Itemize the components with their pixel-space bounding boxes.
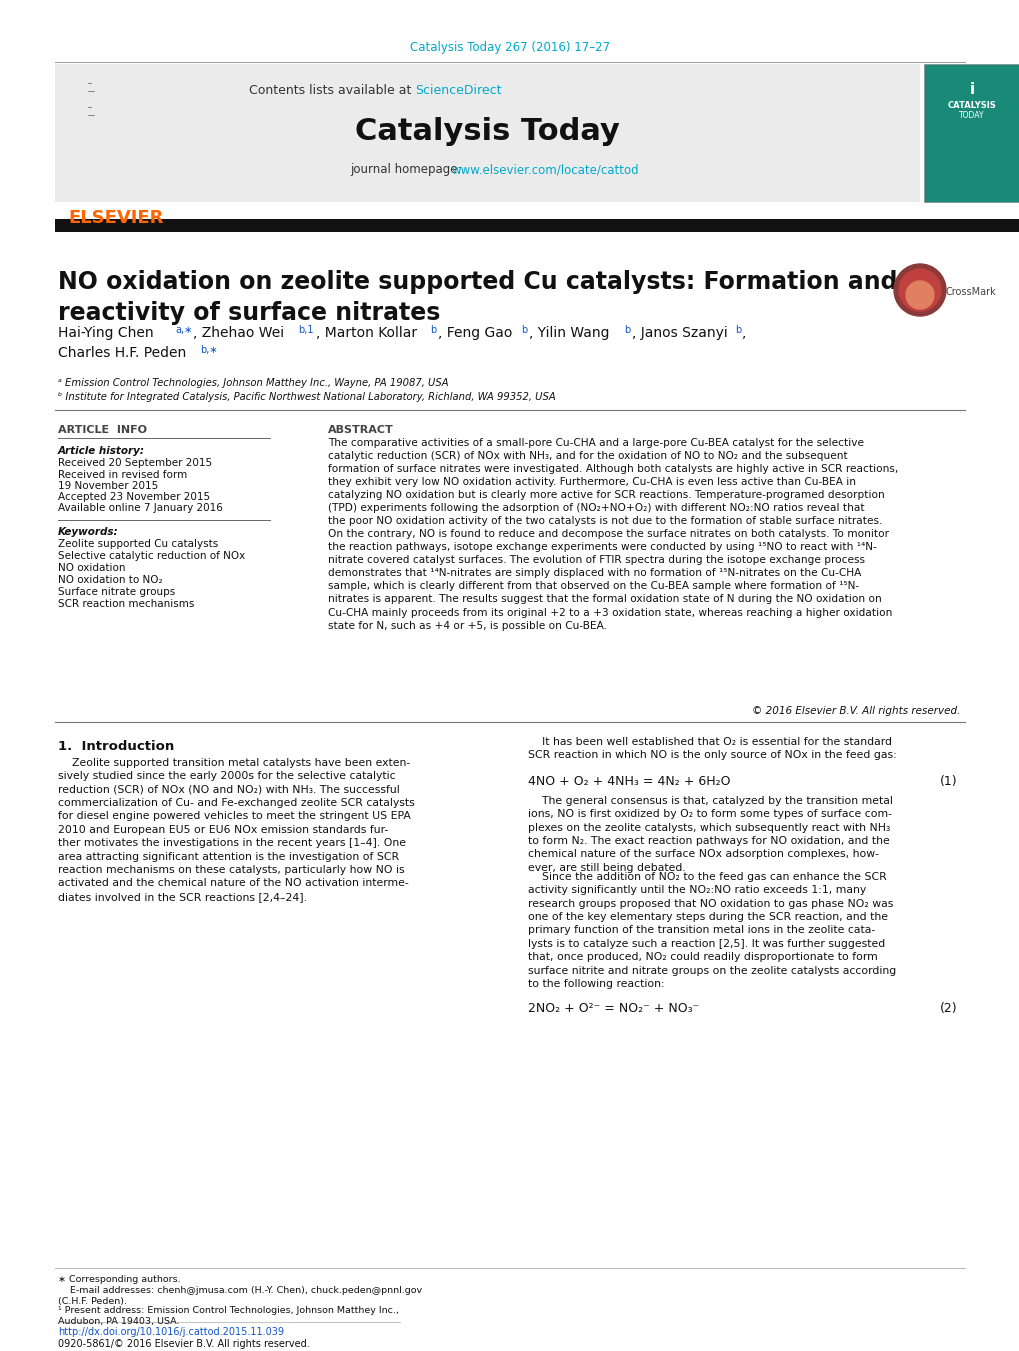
- Text: ¹ Present address: Emission Control Technologies, Johnson Matthey Inc.,
Audubon,: ¹ Present address: Emission Control Tech…: [58, 1306, 398, 1327]
- Text: b,1: b,1: [298, 326, 313, 335]
- Bar: [55, 63, 919, 203]
- Text: ABSTRACT: ABSTRACT: [328, 426, 393, 435]
- Text: Available online 7 January 2016: Available online 7 January 2016: [58, 503, 223, 513]
- Text: , Zhehao Wei: , Zhehao Wei: [193, 326, 284, 340]
- Text: ∗ Corresponding authors.: ∗ Corresponding authors.: [58, 1275, 180, 1283]
- Text: Zeolite supported transition metal catalysts have been exten-
sively studied sin: Zeolite supported transition metal catal…: [58, 758, 415, 901]
- Text: ᵃ Emission Control Technologies, Johnson Matthey Inc., Wayne, PA 19087, USA: ᵃ Emission Control Technologies, Johnson…: [58, 378, 448, 388]
- Text: b: b: [624, 326, 630, 335]
- Text: Keywords:: Keywords:: [58, 527, 118, 536]
- Text: TODAY: TODAY: [958, 112, 983, 120]
- Text: Contents lists available at: Contents lists available at: [249, 84, 415, 96]
- Text: b: b: [735, 326, 741, 335]
- Circle shape: [898, 269, 941, 311]
- Text: NO oxidation on zeolite supported Cu catalysts: Formation and
reactivity of surf: NO oxidation on zeolite supported Cu cat…: [58, 270, 897, 324]
- Text: b: b: [521, 326, 527, 335]
- Text: b,∗: b,∗: [200, 345, 217, 355]
- Text: ELSEVIER: ELSEVIER: [68, 209, 163, 227]
- Text: E-mail addresses: chenh@jmusa.com (H.-Y. Chen), chuck.peden@pnnl.gov
(C.H.F. Ped: E-mail addresses: chenh@jmusa.com (H.-Y.…: [58, 1286, 422, 1306]
- Text: Received in revised form: Received in revised form: [58, 470, 187, 480]
- Text: Accepted 23 November 2015: Accepted 23 November 2015: [58, 492, 210, 503]
- Text: 4NO + O₂ + 4NH₃ = 4N₂ + 6H₂O: 4NO + O₂ + 4NH₃ = 4N₂ + 6H₂O: [528, 775, 730, 788]
- Text: Since the addition of NO₂ to the feed gas can enhance the SCR
activity significa: Since the addition of NO₂ to the feed ga…: [528, 871, 896, 989]
- Text: Selective catalytic reduction of NOx: Selective catalytic reduction of NOx: [58, 551, 245, 561]
- Text: CrossMark: CrossMark: [945, 286, 996, 297]
- Text: , Janos Szanyi: , Janos Szanyi: [632, 326, 727, 340]
- Bar: [55, 219, 1019, 232]
- Text: Received 20 September 2015: Received 20 September 2015: [58, 458, 212, 467]
- Text: Zeolite supported Cu catalysts: Zeolite supported Cu catalysts: [58, 539, 218, 549]
- Text: www.elsevier.com/locate/cattod: www.elsevier.com/locate/cattod: [451, 163, 639, 177]
- Text: 1.  Introduction: 1. Introduction: [58, 740, 174, 753]
- Text: journal homepage:: journal homepage:: [350, 163, 465, 177]
- Text: SCR reaction mechanisms: SCR reaction mechanisms: [58, 598, 195, 609]
- Text: Hai-Ying Chen: Hai-Ying Chen: [58, 326, 154, 340]
- Text: ARTICLE  INFO: ARTICLE INFO: [58, 426, 147, 435]
- Text: b: b: [430, 326, 436, 335]
- Text: The comparative activities of a small-pore Cu-CHA and a large-pore Cu-BEA cataly: The comparative activities of a small-po…: [328, 438, 898, 631]
- Text: i: i: [968, 82, 973, 97]
- Text: ,: ,: [741, 326, 746, 340]
- Text: © 2016 Elsevier B.V. All rights reserved.: © 2016 Elsevier B.V. All rights reserved…: [751, 707, 959, 716]
- Text: a,∗: a,∗: [175, 326, 192, 335]
- Text: 2NO₂ + O²⁻ = NO₂⁻ + NO₃⁻: 2NO₂ + O²⁻ = NO₂⁻ + NO₃⁻: [528, 1002, 699, 1015]
- Text: , Yilin Wang: , Yilin Wang: [529, 326, 609, 340]
- Text: 0920-5861/© 2016 Elsevier B.V. All rights reserved.: 0920-5861/© 2016 Elsevier B.V. All right…: [58, 1339, 310, 1350]
- Text: CATALYSIS: CATALYSIS: [947, 100, 996, 109]
- Text: , Marton Kollar: , Marton Kollar: [316, 326, 417, 340]
- Text: (1): (1): [940, 775, 957, 788]
- Circle shape: [905, 281, 933, 309]
- Text: It has been well established that O₂ is essential for the standard
SCR reaction : It has been well established that O₂ is …: [528, 738, 896, 761]
- Text: , Feng Gao: , Feng Gao: [437, 326, 512, 340]
- Text: Catalysis Today 267 (2016) 17–27: Catalysis Today 267 (2016) 17–27: [410, 42, 609, 54]
- Text: NO oxidation: NO oxidation: [58, 563, 125, 573]
- Text: Surface nitrate groups: Surface nitrate groups: [58, 586, 175, 597]
- Text: 19 November 2015: 19 November 2015: [58, 481, 158, 490]
- Text: (2): (2): [940, 1002, 957, 1015]
- Text: The general consensus is that, catalyzed by the transition metal
ions, NO is fir: The general consensus is that, catalyzed…: [528, 796, 892, 873]
- Text: Catalysis Today: Catalysis Today: [355, 118, 619, 146]
- Text: NO oxidation to NO₂: NO oxidation to NO₂: [58, 576, 162, 585]
- Circle shape: [893, 263, 945, 316]
- Text: ᵇ Institute for Integrated Catalysis, Pacific Northwest National Laboratory, Ric: ᵇ Institute for Integrated Catalysis, Pa…: [58, 392, 555, 403]
- Text: ScienceDirect: ScienceDirect: [415, 84, 501, 96]
- Bar: [923, 63, 1019, 203]
- Text: http://dx.doi.org/10.1016/j.cattod.2015.11.039: http://dx.doi.org/10.1016/j.cattod.2015.…: [58, 1327, 283, 1337]
- Text: Article history:: Article history:: [58, 446, 145, 457]
- Text: Charles H.F. Peden: Charles H.F. Peden: [58, 346, 186, 359]
